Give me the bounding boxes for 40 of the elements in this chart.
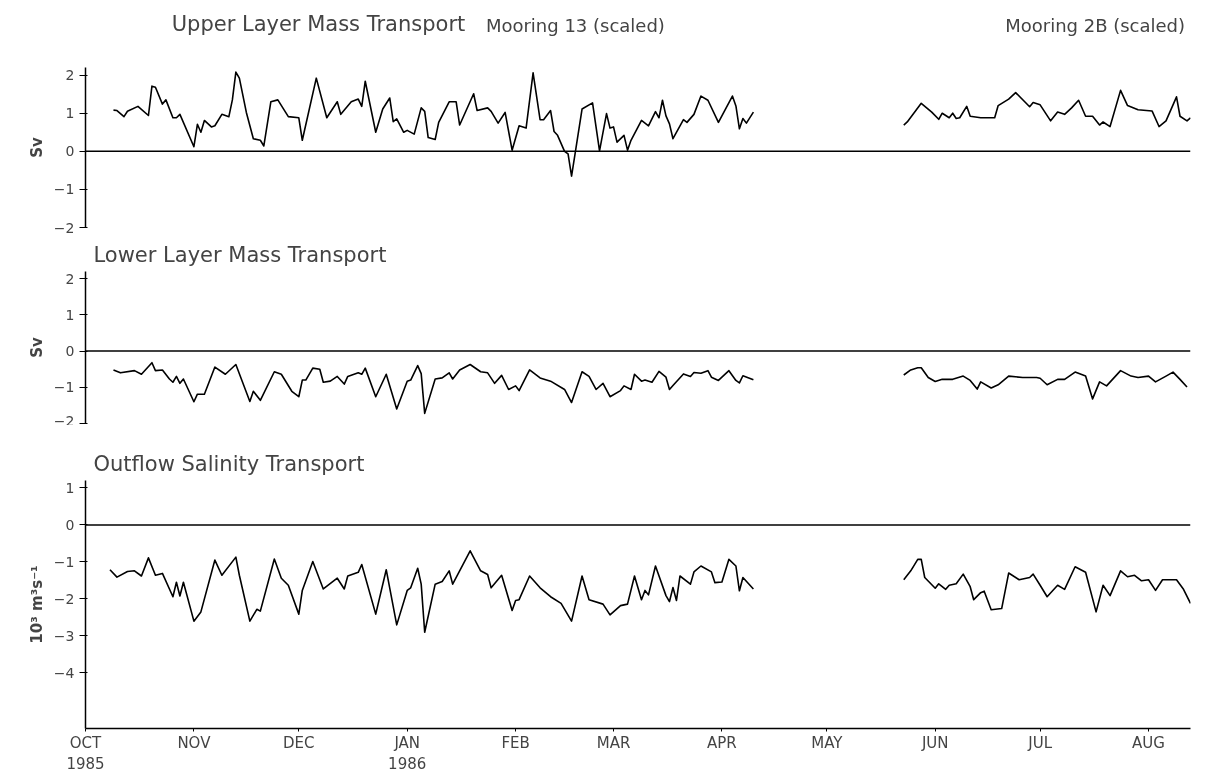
text: Mooring 2B (scaled): [1005, 14, 1186, 36]
x-tick-label: NOV: [177, 733, 212, 752]
x-tick-label: AUG: [1132, 733, 1165, 752]
y-axis-title: Sv: [27, 136, 46, 158]
y-axis-title: 10³ m³s⁻¹: [27, 565, 46, 644]
y-tick-label: −1: [53, 379, 75, 396]
y-tick-label: 2: [65, 67, 75, 84]
x-tick-label: MAR: [596, 733, 631, 752]
y-tick-label: −2: [53, 590, 75, 607]
y-tick-label: 0: [65, 143, 75, 160]
y-tick-label: 1: [65, 479, 75, 496]
line-series: [109, 550, 755, 634]
line-series: [902, 366, 1188, 400]
x-tick-label: JUL: [1027, 733, 1053, 752]
x-tick-label: DEC: [283, 733, 315, 752]
y-tick-label: −1: [53, 553, 75, 570]
y-tick-label: −2: [53, 412, 75, 429]
y-tick-label: 1: [65, 105, 75, 122]
x-tick-label: OCT 1985: [66, 733, 105, 774]
x-tick-label: APR: [707, 733, 737, 752]
x-tick-label: MAY: [811, 733, 844, 752]
y-tick-label: 2: [65, 270, 75, 287]
line-series: [902, 558, 1191, 613]
y-tick-label: −2: [53, 219, 75, 236]
x-tick-label: JAN 1986: [388, 733, 427, 774]
chart-title: Lower Layer Mass Transport: [93, 242, 387, 267]
y-tick-label: 1: [65, 306, 75, 323]
y-tick-label: −1: [53, 181, 75, 198]
y-tick-label: −3: [53, 627, 75, 644]
y-tick-label: 0: [65, 343, 75, 360]
y-axis-title: Sv: [27, 336, 46, 358]
y-tick-label: −4: [53, 664, 75, 681]
text: Mooring 13 (scaled): [485, 14, 665, 36]
x-tick-label: JUN: [920, 733, 949, 752]
chart-title: Upper Layer Mass Transport: [171, 11, 466, 36]
x-tick-label: FEB: [501, 733, 530, 752]
line-series: [112, 361, 755, 415]
chart-title: Outflow Salinity Transport: [93, 451, 365, 476]
line-series: [902, 89, 1191, 128]
y-tick-label: 0: [65, 516, 75, 533]
